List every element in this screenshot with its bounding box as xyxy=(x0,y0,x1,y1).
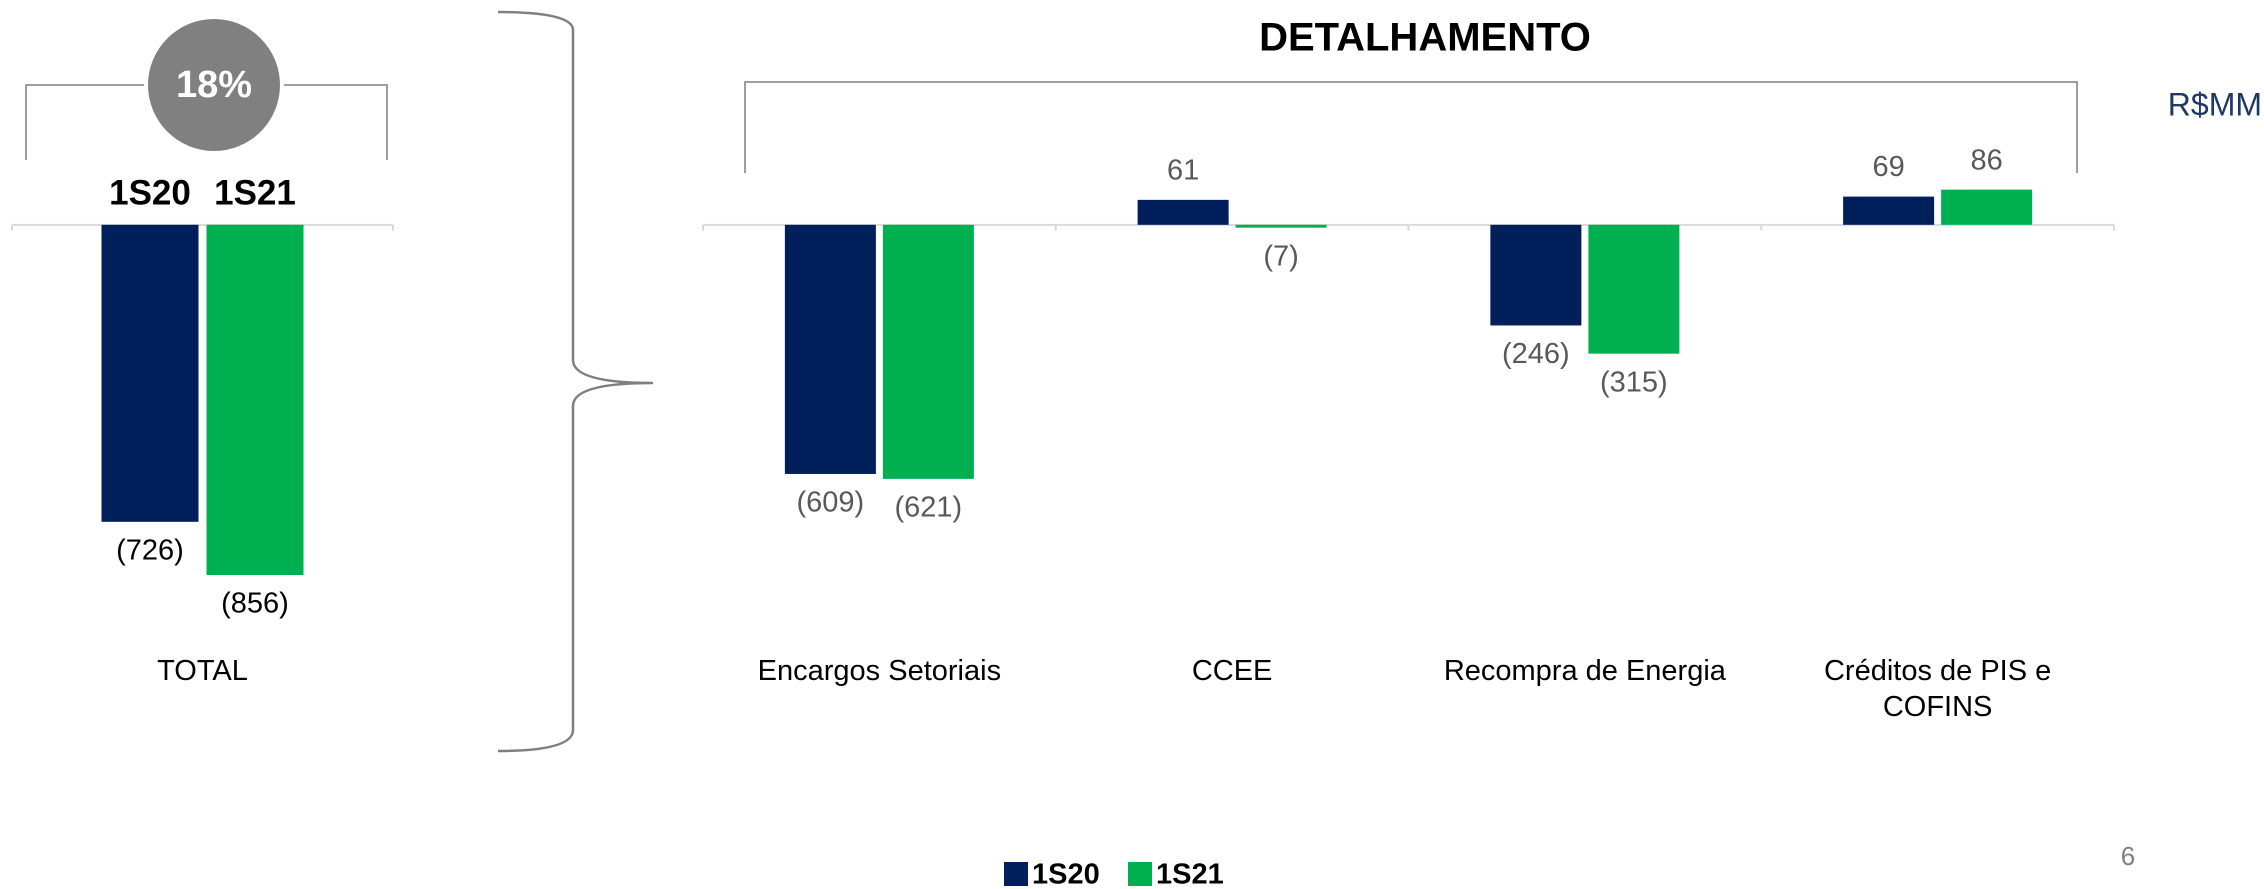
legend-label: 1S20 xyxy=(1032,859,1100,889)
value-label: (621) xyxy=(895,492,963,524)
value-label: 69 xyxy=(1872,151,1904,183)
bar xyxy=(1137,199,1229,225)
bar xyxy=(1843,196,1935,225)
legend-swatch xyxy=(1004,862,1028,886)
series-label: 1S21 xyxy=(214,173,296,212)
x-tick-label: Encargos Setoriais xyxy=(757,655,1002,687)
legend-label: 1S21 xyxy=(1156,859,1224,889)
badge-text: 18% xyxy=(176,64,252,106)
page-number: 6 xyxy=(2121,841,2135,871)
bar xyxy=(1941,189,2033,225)
bar xyxy=(1235,224,1327,228)
title-bracket xyxy=(744,81,2078,173)
value-label: (726) xyxy=(116,534,184,566)
badge xyxy=(148,19,280,151)
unit-label: R$MM xyxy=(2168,86,2262,122)
bar xyxy=(1588,224,1680,354)
chart-title: DETALHAMENTO xyxy=(1259,16,1591,60)
bar xyxy=(101,224,199,522)
value-label: (856) xyxy=(221,588,289,620)
value-label: (609) xyxy=(797,487,865,519)
x-tick-label: Recompra de Energia xyxy=(1443,655,1726,687)
x-tick-label: TOTAL xyxy=(157,655,248,687)
bar xyxy=(882,224,974,479)
bar xyxy=(206,224,304,575)
x-tick-label: CCEE xyxy=(1191,655,1273,687)
bar xyxy=(1490,224,1582,326)
value-label: 61 xyxy=(1167,155,1199,187)
value-label: (246) xyxy=(1502,338,1570,370)
x-tick-label: Créditos de PIS e COFINS xyxy=(1823,655,2052,723)
value-label: 86 xyxy=(1970,144,2002,176)
brace xyxy=(497,10,654,753)
value-label: (7) xyxy=(1263,240,1298,272)
legend-swatch xyxy=(1128,862,1152,886)
series-label: 1S20 xyxy=(109,173,191,212)
value-label: (315) xyxy=(1600,366,1668,398)
bar xyxy=(784,224,876,474)
badge-bracket xyxy=(25,84,388,160)
